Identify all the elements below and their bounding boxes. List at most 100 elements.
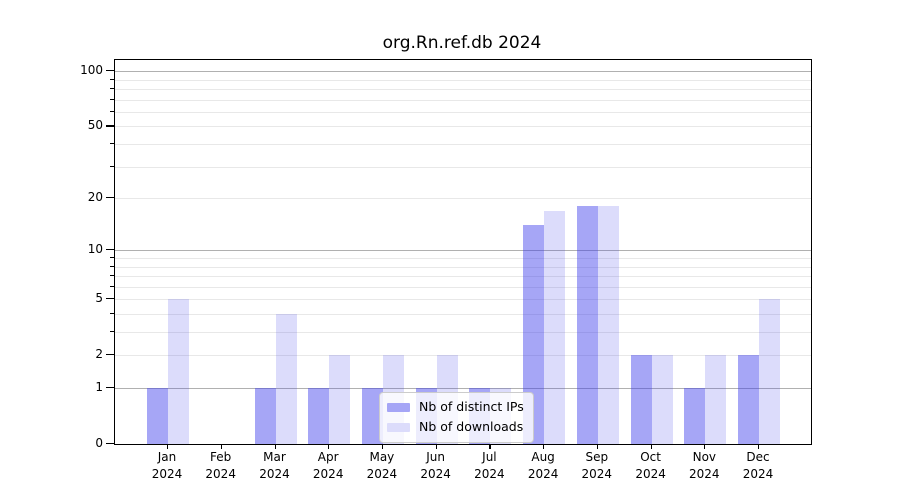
y-axis-minor-tick-mark bbox=[110, 78, 114, 80]
y-axis-tick-label: 20 bbox=[87, 190, 103, 205]
x-axis-year: 2024 bbox=[205, 467, 236, 481]
x-axis-tick-mark bbox=[220, 444, 222, 449]
gridline-minor bbox=[115, 144, 811, 145]
x-axis-tick-label: Jan 2024 bbox=[152, 449, 183, 483]
x-axis-tick-mark bbox=[543, 444, 545, 449]
x-axis-year: 2024 bbox=[259, 467, 290, 481]
x-axis-month: Aug bbox=[531, 450, 555, 464]
x-axis-tick-label: Aug 2024 bbox=[528, 449, 559, 483]
gridline-minor bbox=[115, 332, 811, 333]
gridline-major bbox=[115, 71, 811, 73]
bar-downloads bbox=[544, 210, 566, 444]
x-axis-month: Jun bbox=[426, 450, 445, 464]
x-axis-year: 2024 bbox=[635, 467, 666, 481]
x-axis-year: 2024 bbox=[474, 467, 505, 481]
x-axis-tick-label: Feb 2024 bbox=[205, 449, 236, 483]
gridline-minor bbox=[115, 166, 811, 168]
bar-downloads bbox=[329, 355, 351, 444]
y-axis-tick-mark bbox=[106, 249, 114, 251]
x-axis-month: Dec bbox=[746, 450, 770, 464]
x-axis-month: May bbox=[369, 450, 395, 464]
y-axis-tick-mark bbox=[106, 70, 114, 72]
x-axis-year: 2024 bbox=[689, 467, 720, 481]
x-axis-tick-mark bbox=[758, 444, 760, 449]
bar-downloads bbox=[651, 355, 673, 444]
y-axis-tick-mark bbox=[106, 387, 114, 389]
plot-area: Nb of distinct IPs Nb of downloads bbox=[114, 59, 812, 445]
x-axis-tick-label: Oct 2024 bbox=[635, 449, 666, 483]
x-axis-tick-label: Dec 2024 bbox=[743, 449, 774, 483]
y-axis-minor-tick-mark bbox=[110, 165, 114, 167]
x-axis-month: Jul bbox=[482, 450, 497, 464]
bar-distinct-ips bbox=[684, 388, 706, 444]
x-axis-tick-mark bbox=[489, 444, 491, 449]
bar-distinct-ips bbox=[361, 388, 383, 444]
y-axis-minor-tick-mark bbox=[110, 331, 114, 332]
y-axis-tick-mark bbox=[106, 197, 114, 199]
x-axis-tick-label: Nov 2024 bbox=[689, 449, 720, 483]
x-axis-year: 2024 bbox=[742, 467, 774, 481]
legend: Nb of distinct IPs Nb of downloads bbox=[379, 392, 534, 443]
y-axis-minor-tick-mark bbox=[110, 313, 114, 314]
bar-distinct-ips bbox=[630, 355, 652, 444]
y-axis-minor-tick-mark bbox=[110, 265, 114, 267]
x-axis-tick-mark bbox=[328, 444, 330, 449]
y-axis-minor-tick-mark bbox=[110, 88, 114, 89]
bar-distinct-ips bbox=[523, 225, 545, 444]
y-axis-tick-label: 50 bbox=[87, 118, 103, 133]
gridline-minor bbox=[115, 99, 811, 101]
x-axis-tick-label: Mar 2024 bbox=[259, 449, 290, 483]
legend-row-downloads: Nb of downloads bbox=[387, 417, 524, 437]
x-axis-tick-label: Jun 2024 bbox=[420, 449, 451, 483]
x-axis-tick-label: May 2024 bbox=[367, 449, 398, 483]
x-axis-tick-mark bbox=[381, 444, 384, 449]
x-axis-year: 2024 bbox=[151, 467, 183, 481]
y-axis-tick-mark bbox=[106, 298, 114, 300]
x-axis-tick-mark bbox=[596, 444, 598, 449]
legend-label-distinct-ips: Nb of distinct IPs bbox=[419, 398, 524, 414]
gridline-minor bbox=[115, 79, 811, 81]
gridline-major bbox=[115, 250, 811, 252]
gridline-minor bbox=[115, 314, 811, 315]
bar-downloads bbox=[759, 299, 780, 444]
gridline-minor bbox=[115, 286, 811, 288]
gridline-minor bbox=[115, 276, 811, 277]
x-axis-tick-mark bbox=[435, 444, 437, 449]
bar-downloads bbox=[168, 299, 189, 444]
x-axis-tick-label: Jul 2024 bbox=[474, 449, 505, 483]
y-axis-minor-tick-mark bbox=[110, 110, 114, 112]
bar-distinct-ips bbox=[308, 388, 330, 444]
x-axis-month: Apr bbox=[317, 450, 339, 464]
y-axis-minor-tick-mark bbox=[110, 275, 114, 276]
gridline-minor bbox=[115, 355, 811, 357]
y-axis-tick-label: 10 bbox=[87, 242, 103, 257]
bar-distinct-ips bbox=[254, 388, 276, 444]
gridline-minor bbox=[115, 258, 811, 259]
x-axis-month: Oct bbox=[640, 450, 661, 464]
y-axis-minor-tick-mark bbox=[110, 257, 114, 258]
gridline-minor bbox=[115, 266, 811, 268]
x-axis-tick-mark bbox=[704, 444, 706, 449]
bar-distinct-ips bbox=[738, 355, 759, 444]
y-axis-tick-label: 5 bbox=[95, 291, 103, 306]
x-axis-year: 2024 bbox=[366, 467, 398, 481]
x-axis-tick-label: Sep 2024 bbox=[582, 449, 613, 483]
x-axis-tick-mark bbox=[274, 444, 276, 449]
x-axis-month: Nov bbox=[692, 450, 717, 464]
y-axis-tick-mark bbox=[106, 354, 114, 356]
bar-distinct-ips bbox=[147, 388, 168, 444]
legend-swatch-distinct-ips-icon bbox=[387, 402, 410, 412]
legend-label-downloads: Nb of downloads bbox=[419, 418, 524, 434]
legend-row-distinct-ips: Nb of distinct IPs bbox=[387, 397, 524, 417]
y-axis-minor-tick-mark bbox=[110, 98, 114, 100]
y-axis-tick-label: 100 bbox=[80, 63, 103, 78]
y-axis-minor-tick-mark bbox=[110, 143, 114, 144]
x-axis-tick-mark bbox=[167, 444, 169, 449]
y-axis-tick-mark bbox=[106, 443, 114, 445]
x-axis-month: Mar bbox=[263, 450, 286, 464]
y-axis-tick-mark bbox=[106, 125, 114, 127]
gridline-major bbox=[115, 388, 811, 389]
x-axis-month: Jan bbox=[157, 450, 177, 464]
bar-downloads bbox=[597, 206, 619, 444]
